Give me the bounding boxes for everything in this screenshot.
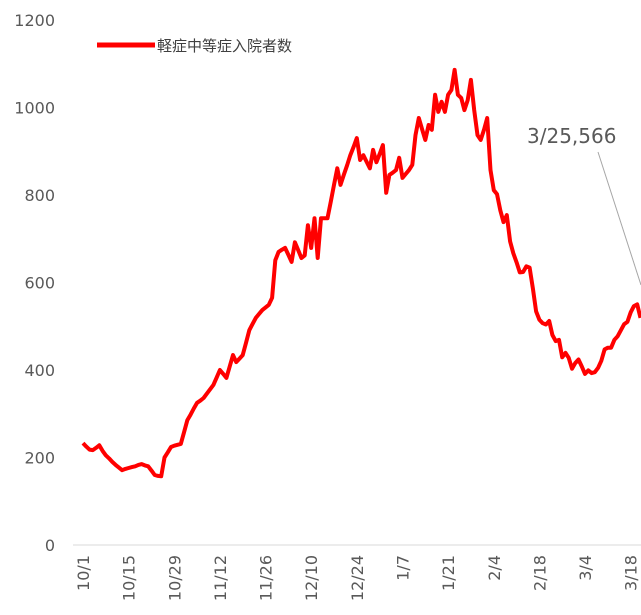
x-tick-label: 1/21 — [439, 555, 458, 591]
x-tick-label: 2/4 — [485, 555, 504, 581]
y-tick-label: 800 — [24, 186, 55, 205]
x-tick-label: 3/18 — [622, 555, 641, 591]
y-tick-label: 200 — [24, 449, 55, 468]
y-tick-label: 1000 — [14, 99, 55, 118]
series-line — [81, 67, 641, 479]
x-tick-label: 12/24 — [348, 555, 367, 601]
x-tick-label: 1/7 — [393, 555, 412, 581]
x-tick-label: 10/29 — [165, 555, 184, 601]
y-tick-label: 1200 — [14, 11, 55, 30]
x-tick-label: 3/4 — [576, 555, 595, 581]
y-tick-label: 0 — [45, 536, 55, 555]
x-tick-label: 2/18 — [530, 555, 549, 591]
y-tick-label: 400 — [24, 361, 55, 380]
x-tick-label: 10/1 — [74, 555, 93, 591]
y-tick-label: 600 — [24, 274, 55, 293]
x-tick-label: 12/10 — [302, 555, 321, 601]
annotation: 3/25,566 — [527, 124, 616, 148]
legend-label: 軽症中等症入院者数 — [157, 37, 292, 55]
x-tick-label: 10/15 — [120, 555, 139, 601]
annotation-leader — [597, 151, 641, 286]
x-tick-label: 11/12 — [211, 555, 230, 601]
x-tick-label: 11/26 — [257, 555, 276, 601]
